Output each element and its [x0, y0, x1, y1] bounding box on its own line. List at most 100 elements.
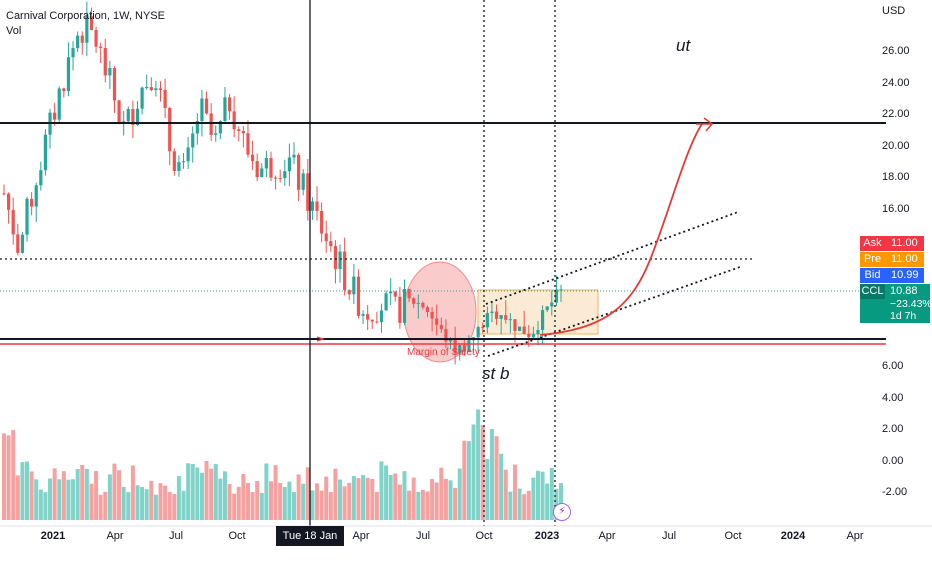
annotation-ut[interactable]: ut	[676, 36, 691, 55]
candle-body	[389, 291, 393, 294]
volume-bar	[342, 486, 347, 520]
candle-body	[241, 130, 245, 134]
volume-bar	[384, 465, 389, 520]
volume-bar	[365, 477, 370, 520]
volume-bar	[494, 436, 499, 520]
candle-body	[329, 241, 333, 247]
volume-bar	[466, 441, 471, 520]
crosshair-date-label: Tue 18 Jan '22	[276, 526, 344, 562]
volume-bar	[356, 478, 361, 520]
volume-bar	[388, 475, 393, 520]
volume-bar	[89, 483, 94, 520]
candle-body	[462, 345, 466, 352]
volume-bar	[153, 494, 158, 520]
volume-bar	[167, 492, 172, 520]
candle-body	[352, 276, 356, 295]
annotation-st-b[interactable]: st b	[482, 364, 510, 383]
volume-bar	[292, 491, 297, 520]
candle-body	[11, 209, 15, 235]
projection-curve	[539, 123, 703, 336]
margin-of-safety-label: Margin of Safety	[407, 347, 480, 358]
candle-body	[66, 57, 71, 92]
volume-bar	[25, 461, 30, 520]
candle-body	[71, 48, 75, 58]
volume-bar	[61, 471, 66, 520]
volume-tick-label: 0.00	[882, 455, 904, 467]
volume-tick-label: -2.00	[882, 486, 908, 498]
volume-bar	[535, 470, 540, 520]
volume-bar	[434, 482, 439, 520]
candles	[2, 1, 563, 365]
volume-bar	[259, 492, 264, 520]
volume-bar	[11, 430, 16, 520]
volume-bar	[397, 484, 402, 520]
price-chart[interactable]	[0, 0, 932, 550]
volume-bar	[227, 483, 232, 520]
candle-body	[361, 314, 365, 316]
volume-bar	[232, 493, 237, 520]
candle-body	[232, 111, 236, 130]
candle-body	[181, 161, 186, 163]
candle-body	[80, 35, 84, 43]
level-7-79-label: 7.79	[897, 333, 919, 345]
candle-body	[218, 121, 222, 134]
candle-body	[292, 154, 296, 158]
candle-body	[158, 88, 163, 90]
volume-bar	[512, 464, 517, 520]
volume-bar	[57, 479, 62, 520]
candle-body	[2, 193, 6, 195]
candle-body	[324, 233, 328, 242]
volume-bars	[2, 409, 563, 520]
candle-body	[467, 340, 471, 352]
volume-bar	[130, 465, 135, 520]
volume-bar	[545, 483, 550, 520]
candle-body	[545, 306, 549, 311]
candle-body	[536, 330, 540, 335]
level-21-46-label: 21.46	[894, 117, 922, 129]
volume-bar	[531, 477, 536, 520]
candle-body	[16, 234, 20, 253]
y-tick-label: 22.00	[882, 108, 910, 120]
candle-body	[306, 173, 310, 211]
candle-body	[458, 345, 462, 354]
candle-body	[7, 193, 11, 210]
candle-body	[384, 293, 388, 311]
volume-bar	[94, 470, 99, 520]
candle-body	[99, 46, 103, 48]
candle-body	[260, 168, 264, 178]
candle-body	[448, 338, 453, 342]
candle-body	[204, 98, 209, 114]
margin-of-safety-ellipse	[403, 261, 599, 363]
candle-body	[126, 109, 130, 122]
candle-body	[30, 198, 34, 207]
volume-bar	[158, 483, 163, 520]
candle-body	[140, 87, 144, 109]
candle-body	[499, 315, 503, 319]
candle-body	[559, 289, 563, 291]
candle-body	[476, 327, 480, 338]
candle-body	[485, 312, 489, 328]
volume-bar	[149, 480, 154, 520]
candle-body	[223, 97, 227, 122]
volume-bar	[34, 479, 39, 520]
volume-bar	[144, 489, 149, 520]
candle-body	[94, 29, 98, 47]
candle-body	[89, 16, 94, 30]
volume-bar	[361, 475, 366, 520]
candle-body	[550, 302, 554, 307]
volume-bar	[268, 481, 273, 520]
volume-bar	[43, 492, 48, 520]
y-tick-label: 18.00	[882, 171, 910, 183]
candle-body	[39, 170, 43, 186]
volume-bar	[29, 471, 34, 520]
candle-body	[85, 16, 89, 43]
volume-bar	[526, 490, 531, 520]
candle-body	[34, 185, 38, 207]
volume-bar	[6, 435, 11, 520]
lightning-icon[interactable]: ⚡	[553, 503, 571, 521]
candle-body	[398, 296, 402, 323]
volume-bar	[245, 482, 250, 520]
volume-bar	[255, 480, 260, 520]
candle-body	[200, 98, 204, 121]
symbol-title[interactable]: Carnival Corporation, 1W, NYSE	[6, 10, 165, 22]
